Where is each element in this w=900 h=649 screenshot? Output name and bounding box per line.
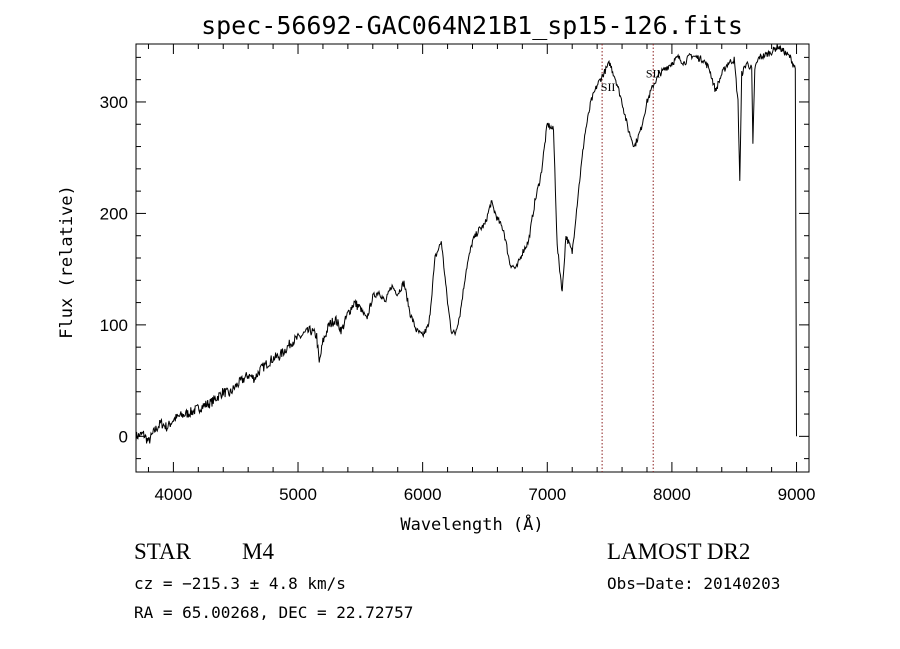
y-tick-label: 300	[100, 93, 128, 112]
star-class: STAR	[134, 539, 191, 564]
x-tick-label: 9000	[778, 485, 816, 504]
x-tick-label: 6000	[404, 485, 442, 504]
chart-title: spec-56692-GAC064N21B1_sp15-126.fits	[201, 11, 743, 40]
x-axis-label: Wavelength (Å)	[400, 513, 543, 535]
star-subclass: M4	[242, 539, 274, 564]
reference-line-label: SII	[601, 80, 616, 94]
y-tick-label: 200	[100, 204, 128, 223]
plot-frame	[135, 43, 810, 473]
coords-text: RA = 65.00268, DEC = 22.72757	[134, 603, 414, 622]
y-axis-label: Flux (relative)	[57, 185, 77, 339]
velocity-text: cz = −215.3 ± 4.8 km/s	[134, 574, 346, 593]
x-tick-label: 7000	[528, 485, 566, 504]
y-tick-label: 100	[100, 316, 128, 335]
obs-date-text: Obs−Date: 20140203	[607, 574, 781, 593]
x-tick-label: 5000	[279, 485, 317, 504]
x-tick-label: 4000	[154, 485, 192, 504]
x-tick-label: 8000	[653, 485, 691, 504]
y-tick-label: 0	[119, 427, 128, 446]
spectrum-line	[136, 44, 797, 444]
survey-name: LAMOST DR2	[607, 539, 751, 564]
